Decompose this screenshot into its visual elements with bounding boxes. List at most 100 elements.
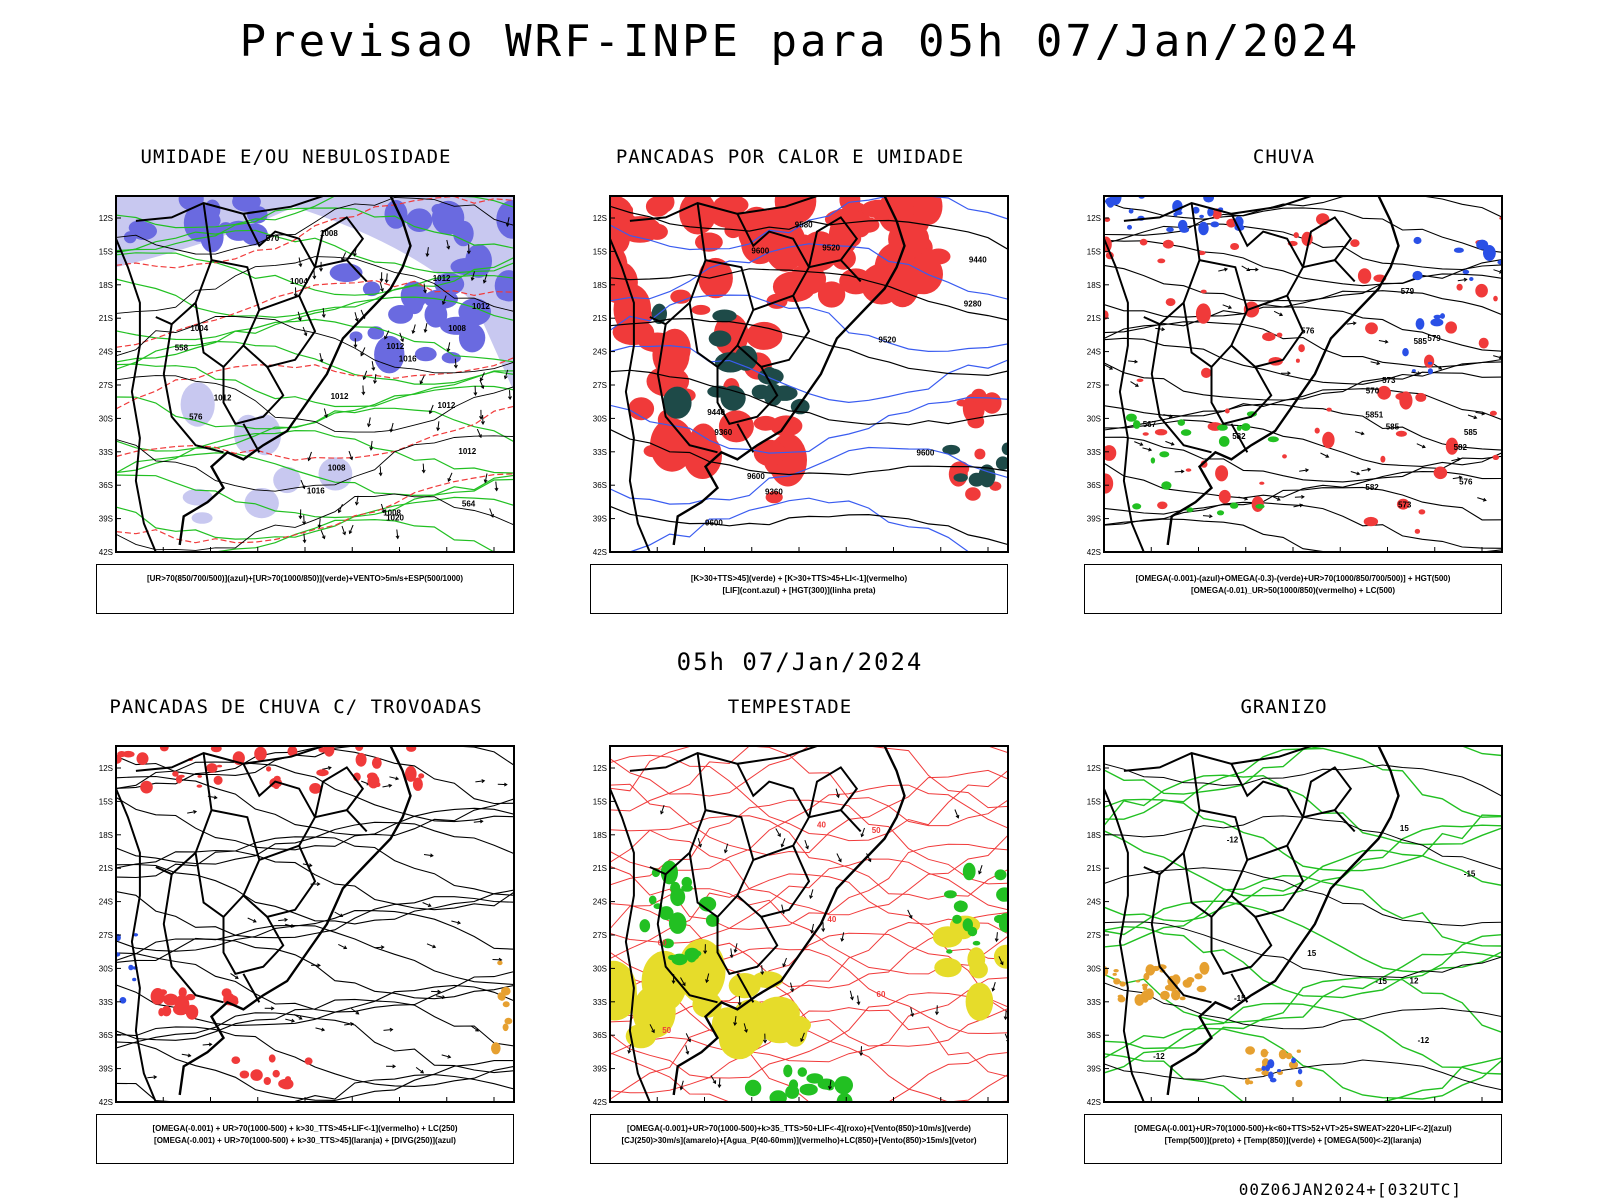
shaded-cell	[996, 887, 1008, 902]
wind-vector-head	[373, 380, 377, 384]
wind-vector	[1202, 515, 1212, 517]
map-frame	[609, 195, 1009, 553]
contour-label: 1012	[438, 401, 456, 410]
shaded-cell	[1229, 502, 1239, 509]
shaded-cell	[1326, 407, 1332, 412]
wind-vector	[470, 1025, 479, 1032]
wind-vector-head	[290, 924, 295, 928]
wind-vector-head	[1139, 442, 1144, 446]
country-border	[258, 808, 368, 861]
atlantic-coastline	[178, 746, 412, 1096]
wind-vector-head	[297, 317, 302, 322]
shaded-cell	[681, 884, 693, 892]
contour-line	[1104, 403, 1502, 451]
lon-label: 45W	[1332, 1105, 1349, 1106]
wind-vector-head	[737, 1002, 742, 1007]
shaded-cell	[304, 1057, 313, 1065]
lat-label: 21S	[1087, 314, 1101, 323]
wind-vector-head	[298, 515, 303, 520]
wind-vector-head	[934, 1011, 939, 1016]
wind-vector	[399, 332, 404, 342]
wind-vector	[1299, 469, 1309, 472]
wind-vector-head	[453, 364, 458, 369]
shaded-cell	[1180, 429, 1192, 436]
contour-label: 582	[1454, 443, 1468, 452]
wind-vector-head	[367, 423, 371, 428]
shaded-cell	[1363, 516, 1379, 527]
lat-label: 18S	[99, 281, 113, 290]
contour-line	[116, 1041, 514, 1101]
wind-vector	[861, 827, 865, 837]
contour-line	[116, 279, 514, 348]
contour-line	[610, 746, 1008, 797]
wind-vector-head	[400, 338, 404, 343]
wind-vector	[1378, 340, 1388, 343]
shaded-cell	[1185, 468, 1192, 472]
shaded-cell	[140, 780, 153, 794]
contour-label: -12	[1418, 1036, 1430, 1045]
shaded-cell	[659, 906, 674, 921]
lon-label: 35W	[439, 555, 456, 556]
wind-vector-head	[337, 509, 342, 514]
atlantic-coastline	[1166, 196, 1400, 546]
shaded-cell	[785, 1085, 800, 1099]
shaded-cell	[119, 997, 127, 1004]
wind-vector-head	[339, 913, 344, 917]
wind-vector	[396, 529, 399, 539]
country-border	[1143, 752, 1201, 876]
wind-vector-head	[860, 833, 865, 838]
contour-line	[1104, 1027, 1502, 1100]
wind-vector	[321, 767, 332, 770]
shaded-cell	[501, 986, 511, 996]
wind-vector	[907, 909, 913, 919]
wind-vector	[1163, 414, 1173, 418]
wind-vector	[849, 990, 853, 1000]
country-border	[242, 845, 317, 919]
shaded-cell	[1267, 436, 1279, 443]
lon-label: 40W	[885, 1105, 902, 1106]
humidity-blue	[329, 200, 514, 374]
axes: 12S 15S 18S 21S 24S 27S 30S 33S 36S 39S 42S70W 65W 6…	[99, 764, 503, 1106]
lat-label: 12S	[1087, 214, 1101, 223]
wind-vector	[489, 508, 494, 518]
country-border	[135, 746, 324, 772]
contour-label: 1008	[383, 508, 401, 517]
shaded-cell	[995, 456, 1008, 470]
wind-vector-head	[800, 1038, 804, 1043]
lat-label: 15S	[1087, 797, 1101, 806]
map-frame	[1103, 745, 1503, 1103]
shaded-cell	[497, 992, 504, 1000]
wind-vector	[734, 943, 738, 953]
wind-vector-head	[187, 1053, 192, 1058]
country-border	[242, 423, 261, 453]
shaded-cell	[1199, 214, 1204, 219]
wind-vector-head	[850, 996, 854, 1001]
shaded-cell	[1478, 337, 1489, 349]
wind-vector-head	[303, 332, 308, 337]
atlantic-coastline	[1166, 746, 1400, 1096]
wind-vector-head	[395, 776, 400, 781]
shaded-cell	[645, 196, 670, 217]
contour-label: 9440	[969, 256, 987, 265]
wind-vector-head	[744, 1029, 748, 1033]
shaded-cell	[1427, 361, 1433, 365]
wind-vector-head	[360, 352, 364, 357]
country-border	[314, 216, 365, 268]
wind-vector	[362, 385, 364, 395]
contour-label: 9360	[765, 488, 783, 497]
lat-label: 27S	[593, 381, 607, 390]
wind-vector-head	[1161, 327, 1166, 332]
shaded-cell	[662, 386, 692, 419]
lon-label: 30W	[486, 555, 503, 556]
shaded-cell	[670, 881, 681, 894]
wind-vector-head	[479, 819, 484, 824]
contour-line	[116, 229, 514, 274]
shaded-cell	[1297, 1068, 1303, 1075]
contour-label: 579	[1427, 334, 1441, 343]
shaded-cell	[1224, 408, 1230, 414]
axes: 12S 15S 18S 21S 24S 27S 30S 33S 36S 39S 42S70W 65W 6…	[1087, 214, 1491, 556]
wind-vector-head	[353, 344, 358, 349]
contour-label: -12	[1153, 1052, 1165, 1061]
shaded-cell	[714, 352, 747, 373]
wind-vector	[429, 404, 434, 414]
